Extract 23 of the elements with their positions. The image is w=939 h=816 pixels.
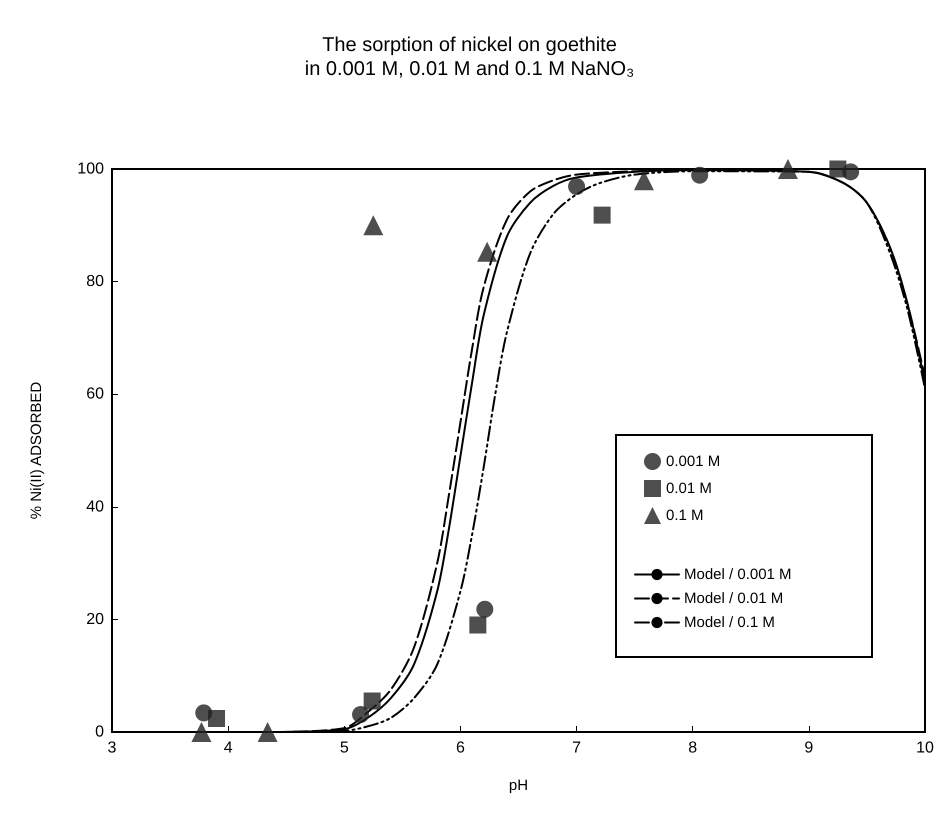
- x-tick-label: 7: [572, 740, 582, 756]
- legend-label: 0.1 M: [666, 507, 704, 524]
- x-tick-label: 4: [224, 740, 233, 756]
- legend-label: Model / 0.001 M: [684, 566, 792, 583]
- x-tick-label: 9: [804, 740, 814, 756]
- y-tick-label: 60: [86, 386, 104, 403]
- y-tick-label: 0: [95, 724, 104, 740]
- y-tick-label: 100: [77, 160, 104, 178]
- x-tick-label: 6: [456, 740, 465, 756]
- x-tick-label: 8: [688, 740, 698, 756]
- y-tick-label: 80: [86, 273, 104, 290]
- chart-title: The sorption of nickel on goethite in 0.001 M, 0.01 M and 0.1 M NaNO₃: [304, 34, 634, 80]
- y-axis-title: % Ni(II) ADSORBED: [28, 382, 45, 520]
- x-tick-label: 10: [916, 740, 934, 756]
- x-axis-title: pH: [508, 777, 528, 794]
- x-tick-label: 5: [340, 740, 349, 756]
- legend-label: Model / 0.1 M: [684, 614, 775, 631]
- legend-label: Model / 0.01 M: [684, 590, 784, 607]
- legend-label: 0.01 M: [666, 480, 712, 497]
- x-tick-label: 3: [108, 740, 117, 756]
- legend-label: 0.001 M: [666, 453, 720, 470]
- y-tick-label: 40: [86, 498, 104, 516]
- y-tick-label: 20: [86, 610, 104, 628]
